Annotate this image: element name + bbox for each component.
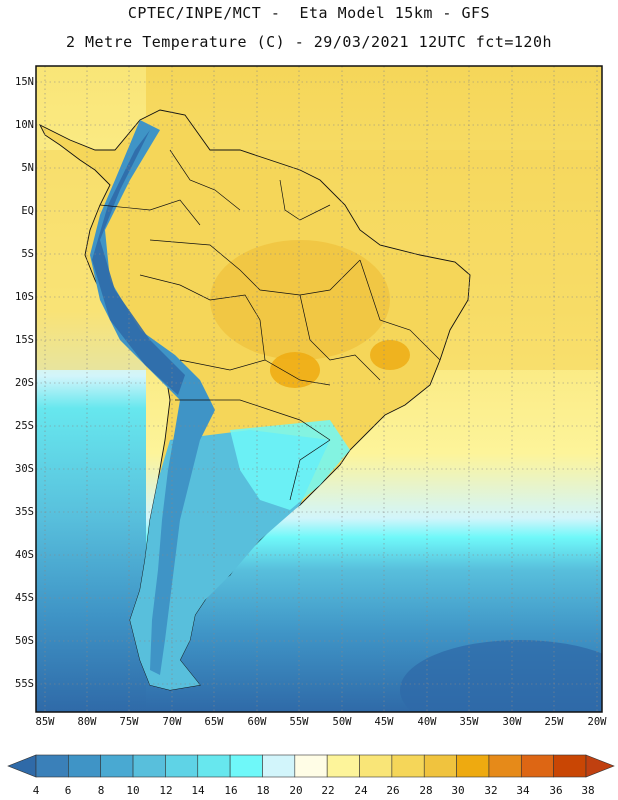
colorbar-value-label: 4 — [32, 784, 40, 797]
colorbar-value-label: 16 — [224, 784, 238, 797]
lat-label: 20S — [15, 377, 34, 389]
lat-label: 15S — [15, 334, 34, 346]
lon-label: 55W — [289, 716, 309, 728]
colorbar-bin — [326, 754, 360, 778]
andes-cold-spine — [90, 120, 215, 675]
lat-label: 5S — [21, 248, 34, 260]
lon-label: 70W — [162, 716, 182, 728]
lon-label: 85W — [35, 716, 55, 728]
lat-label: 45S — [15, 592, 34, 604]
country-borders — [99, 149, 441, 501]
lon-label: 45W — [374, 716, 394, 728]
colorbar-bin — [229, 754, 263, 778]
colorbar-bin — [359, 754, 393, 778]
colorbar-value-label: 8 — [97, 784, 105, 797]
colorbar-value-label: 18 — [256, 784, 270, 797]
map-title-line1: CPTEC/INPE/MCT - Eta Model 15km - GFS — [127, 4, 491, 22]
colorbar-bin — [100, 754, 134, 778]
colorbar-low-arrow — [7, 754, 37, 778]
lat-label: EQ — [21, 205, 34, 217]
colorbar-value-label: 22 — [321, 784, 335, 797]
colorbar-high-arrow — [585, 754, 615, 778]
colorbar-value-label: 24 — [354, 784, 368, 797]
colorbar-value-label: 26 — [386, 784, 400, 797]
colorbar-bin — [294, 754, 328, 778]
lon-label: 65W — [204, 716, 224, 728]
lat-label: 10N — [15, 119, 34, 131]
lat-label: 25S — [15, 420, 34, 432]
lat-label: 35S — [15, 506, 34, 518]
lon-label: 50W — [332, 716, 352, 728]
colorbar-value-label: 12 — [159, 784, 173, 797]
lon-label: 20W — [587, 716, 607, 728]
interior-hot-zone — [370, 340, 410, 370]
andes-peaks — [92, 130, 185, 395]
lon-label: 25W — [544, 716, 564, 728]
map-frame — [35, 65, 603, 713]
colorbar-value-label: 14 — [191, 784, 205, 797]
lon-label: 60W — [247, 716, 267, 728]
south-atlantic-cold-pool — [400, 640, 602, 712]
colorbar-value-label: 34 — [516, 784, 530, 797]
colorbar-bin — [488, 754, 522, 778]
colorbar-bin — [68, 754, 102, 778]
lon-label: 30W — [502, 716, 522, 728]
lat-label: 10S — [15, 291, 34, 303]
lon-label: 40W — [417, 716, 437, 728]
colorbar-bin — [35, 754, 69, 778]
colorbar-value-label: 28 — [419, 784, 433, 797]
interior-hot-zone — [270, 352, 320, 388]
colorbar-value-label: 20 — [289, 784, 303, 797]
colorbar-value-label: 36 — [549, 784, 563, 797]
colorbar-value-label: 32 — [484, 784, 498, 797]
lat-label: 30S — [15, 463, 34, 475]
interior-hot-zone — [210, 240, 390, 360]
pampas-mild — [230, 420, 350, 510]
colorbar-bin — [391, 754, 425, 778]
lat-label: 50S — [15, 635, 34, 647]
colorbar-bin — [197, 754, 231, 778]
colorbar-value-label: 30 — [451, 784, 465, 797]
colorbar-value-label: 6 — [64, 784, 72, 797]
lat-label: 55S — [15, 678, 34, 690]
lon-label: 75W — [119, 716, 139, 728]
colorbar-bin — [262, 754, 296, 778]
lat-label: 40S — [15, 549, 34, 561]
map-title-line2: 2 Metre Temperature (C) - 29/03/2021 12U… — [65, 33, 553, 51]
colorbar-bin — [553, 754, 587, 778]
lat-label: 5N — [21, 162, 34, 174]
colorbar-bin — [165, 754, 199, 778]
colorbar-value-label: 10 — [126, 784, 140, 797]
lon-label: 35W — [459, 716, 479, 728]
colorbar-value-label: 38 — [581, 784, 595, 797]
colorbar-bin — [520, 754, 554, 778]
colorbar-bin — [132, 754, 166, 778]
colorbar-bin — [423, 754, 457, 778]
colorbar — [7, 754, 615, 778]
lat-label: 15N — [15, 76, 34, 88]
colorbar-bin — [456, 754, 490, 778]
lon-label: 80W — [77, 716, 97, 728]
